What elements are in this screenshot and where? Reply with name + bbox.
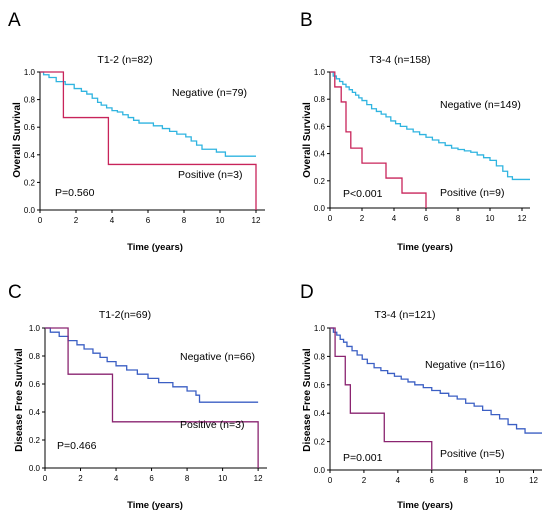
survival-curve-positive-c xyxy=(45,327,259,468)
p-value-d: P=0.001 xyxy=(343,452,383,464)
survival-curve-negative-c xyxy=(45,327,259,403)
survival-curve-negative-b xyxy=(330,71,530,181)
x-tick-label-c: 10 xyxy=(218,474,227,483)
x-tick-label-a: 6 xyxy=(146,216,151,225)
x-tick-label-a: 4 xyxy=(110,216,115,225)
x-tick-label-d: 12 xyxy=(529,476,538,485)
x-tick-label-d: 4 xyxy=(396,476,401,485)
y-axis-label-a: Overall Survival xyxy=(12,102,23,178)
chart-title-b: T3-4 (n=158) xyxy=(370,54,431,66)
x-tick-label-c: 6 xyxy=(149,474,154,483)
p-value-b: P<0.001 xyxy=(343,188,383,200)
y-tick-label-c: 0.2 xyxy=(29,436,41,445)
series-label-positive-b: Positive (n=9) xyxy=(440,187,505,199)
y-tick-label-b: 1.0 xyxy=(314,68,326,77)
y-tick-label-a: 1.0 xyxy=(24,68,36,77)
y-tick-label-c: 0.8 xyxy=(29,352,41,361)
p-value-c: P=0.466 xyxy=(57,440,97,452)
y-tick-label-a: 0.2 xyxy=(24,178,36,187)
y-tick-label-a: 0.0 xyxy=(24,206,36,215)
y-tick-label-a: 0.4 xyxy=(24,151,36,160)
x-tick-label-a: 2 xyxy=(74,216,79,225)
y-tick-label-c: 0.0 xyxy=(29,464,41,473)
x-tick-label-b: 12 xyxy=(518,214,527,223)
y-axis-label-b: Overall Survival xyxy=(302,102,313,178)
y-tick-label-d: 1.0 xyxy=(314,324,326,333)
series-label-negative-a: Negative (n=79) xyxy=(172,87,247,99)
y-tick-label-d: 0.0 xyxy=(314,466,326,475)
series-label-positive-a: Positive (n=3) xyxy=(178,169,243,181)
x-tick-label-c: 8 xyxy=(185,474,190,483)
y-axis-label-c: Disease Free Survival xyxy=(14,348,25,452)
x-tick-label-a: 12 xyxy=(252,216,261,225)
y-tick-label-b: 0.0 xyxy=(314,204,326,213)
y-tick-label-c: 1.0 xyxy=(29,324,41,333)
x-tick-label-d: 10 xyxy=(495,476,504,485)
x-tick-label-b: 10 xyxy=(486,214,495,223)
x-tick-label-b: 6 xyxy=(424,214,429,223)
x-tick-label-c: 12 xyxy=(254,474,263,483)
series-label-positive-d: Positive (n=5) xyxy=(440,448,505,460)
chart-title-c: T1-2(n=69) xyxy=(99,309,151,321)
p-value-a: P=0.560 xyxy=(55,187,95,199)
panel-letter-c: C xyxy=(8,282,22,303)
y-tick-label-b: 0.2 xyxy=(314,177,326,186)
series-label-negative-d: Negative (n=116) xyxy=(425,359,505,371)
x-tick-label-d: 0 xyxy=(328,476,333,485)
panel-letter-b: B xyxy=(300,10,313,31)
x-tick-label-a: 8 xyxy=(182,216,187,225)
y-tick-label-a: 0.6 xyxy=(24,123,36,132)
x-tick-label-b: 4 xyxy=(392,214,397,223)
x-tick-label-d: 6 xyxy=(430,476,435,485)
y-tick-label-d: 0.6 xyxy=(314,381,326,390)
chart-title-d: T3-4 (n=121) xyxy=(375,309,436,321)
x-tick-label-b: 2 xyxy=(360,214,365,223)
x-tick-label-c: 0 xyxy=(43,474,48,483)
x-tick-label-d: 8 xyxy=(463,476,468,485)
series-label-positive-c: Positive (n=3) xyxy=(180,419,245,431)
survival-curve-positive-a xyxy=(40,71,257,210)
y-tick-label-d: 0.4 xyxy=(314,409,326,418)
survival-curve-negative-d xyxy=(330,327,542,434)
chart-title-a: T1-2 (n=82) xyxy=(97,54,152,66)
x-tick-label-b: 0 xyxy=(328,214,333,223)
survival-curve-positive-d xyxy=(330,327,433,470)
panel-letter-a: A xyxy=(8,10,21,31)
x-axis-label-d: Time (years) xyxy=(397,500,453,511)
x-tick-label-c: 2 xyxy=(78,474,83,483)
x-tick-label-b: 8 xyxy=(456,214,461,223)
y-tick-label-d: 0.8 xyxy=(314,352,326,361)
x-tick-label-c: 4 xyxy=(114,474,119,483)
x-tick-label-a: 0 xyxy=(38,216,43,225)
series-label-negative-b: Negative (n=149) xyxy=(440,99,521,111)
x-axis-label-b: Time (years) xyxy=(397,242,453,253)
x-tick-label-d: 2 xyxy=(362,476,367,485)
y-tick-label-b: 0.4 xyxy=(314,150,326,159)
survival-curve-negative-a xyxy=(40,71,256,157)
y-tick-label-d: 0.2 xyxy=(314,438,326,447)
x-axis-label-c: Time (years) xyxy=(127,500,183,511)
x-axis-label-a: Time (years) xyxy=(127,242,183,253)
y-tick-label-a: 0.8 xyxy=(24,96,36,105)
panel-letter-d: D xyxy=(300,282,314,303)
survival-curve-positive-b xyxy=(330,71,427,208)
y-axis-label-d: Disease Free Survival xyxy=(302,348,313,452)
y-tick-label-c: 0.4 xyxy=(29,408,41,417)
y-tick-label-b: 0.8 xyxy=(314,95,326,104)
series-label-negative-c: Negative (n=66) xyxy=(180,351,255,363)
y-tick-label-b: 0.6 xyxy=(314,122,326,131)
x-tick-label-a: 10 xyxy=(216,216,225,225)
y-tick-label-c: 0.6 xyxy=(29,380,41,389)
